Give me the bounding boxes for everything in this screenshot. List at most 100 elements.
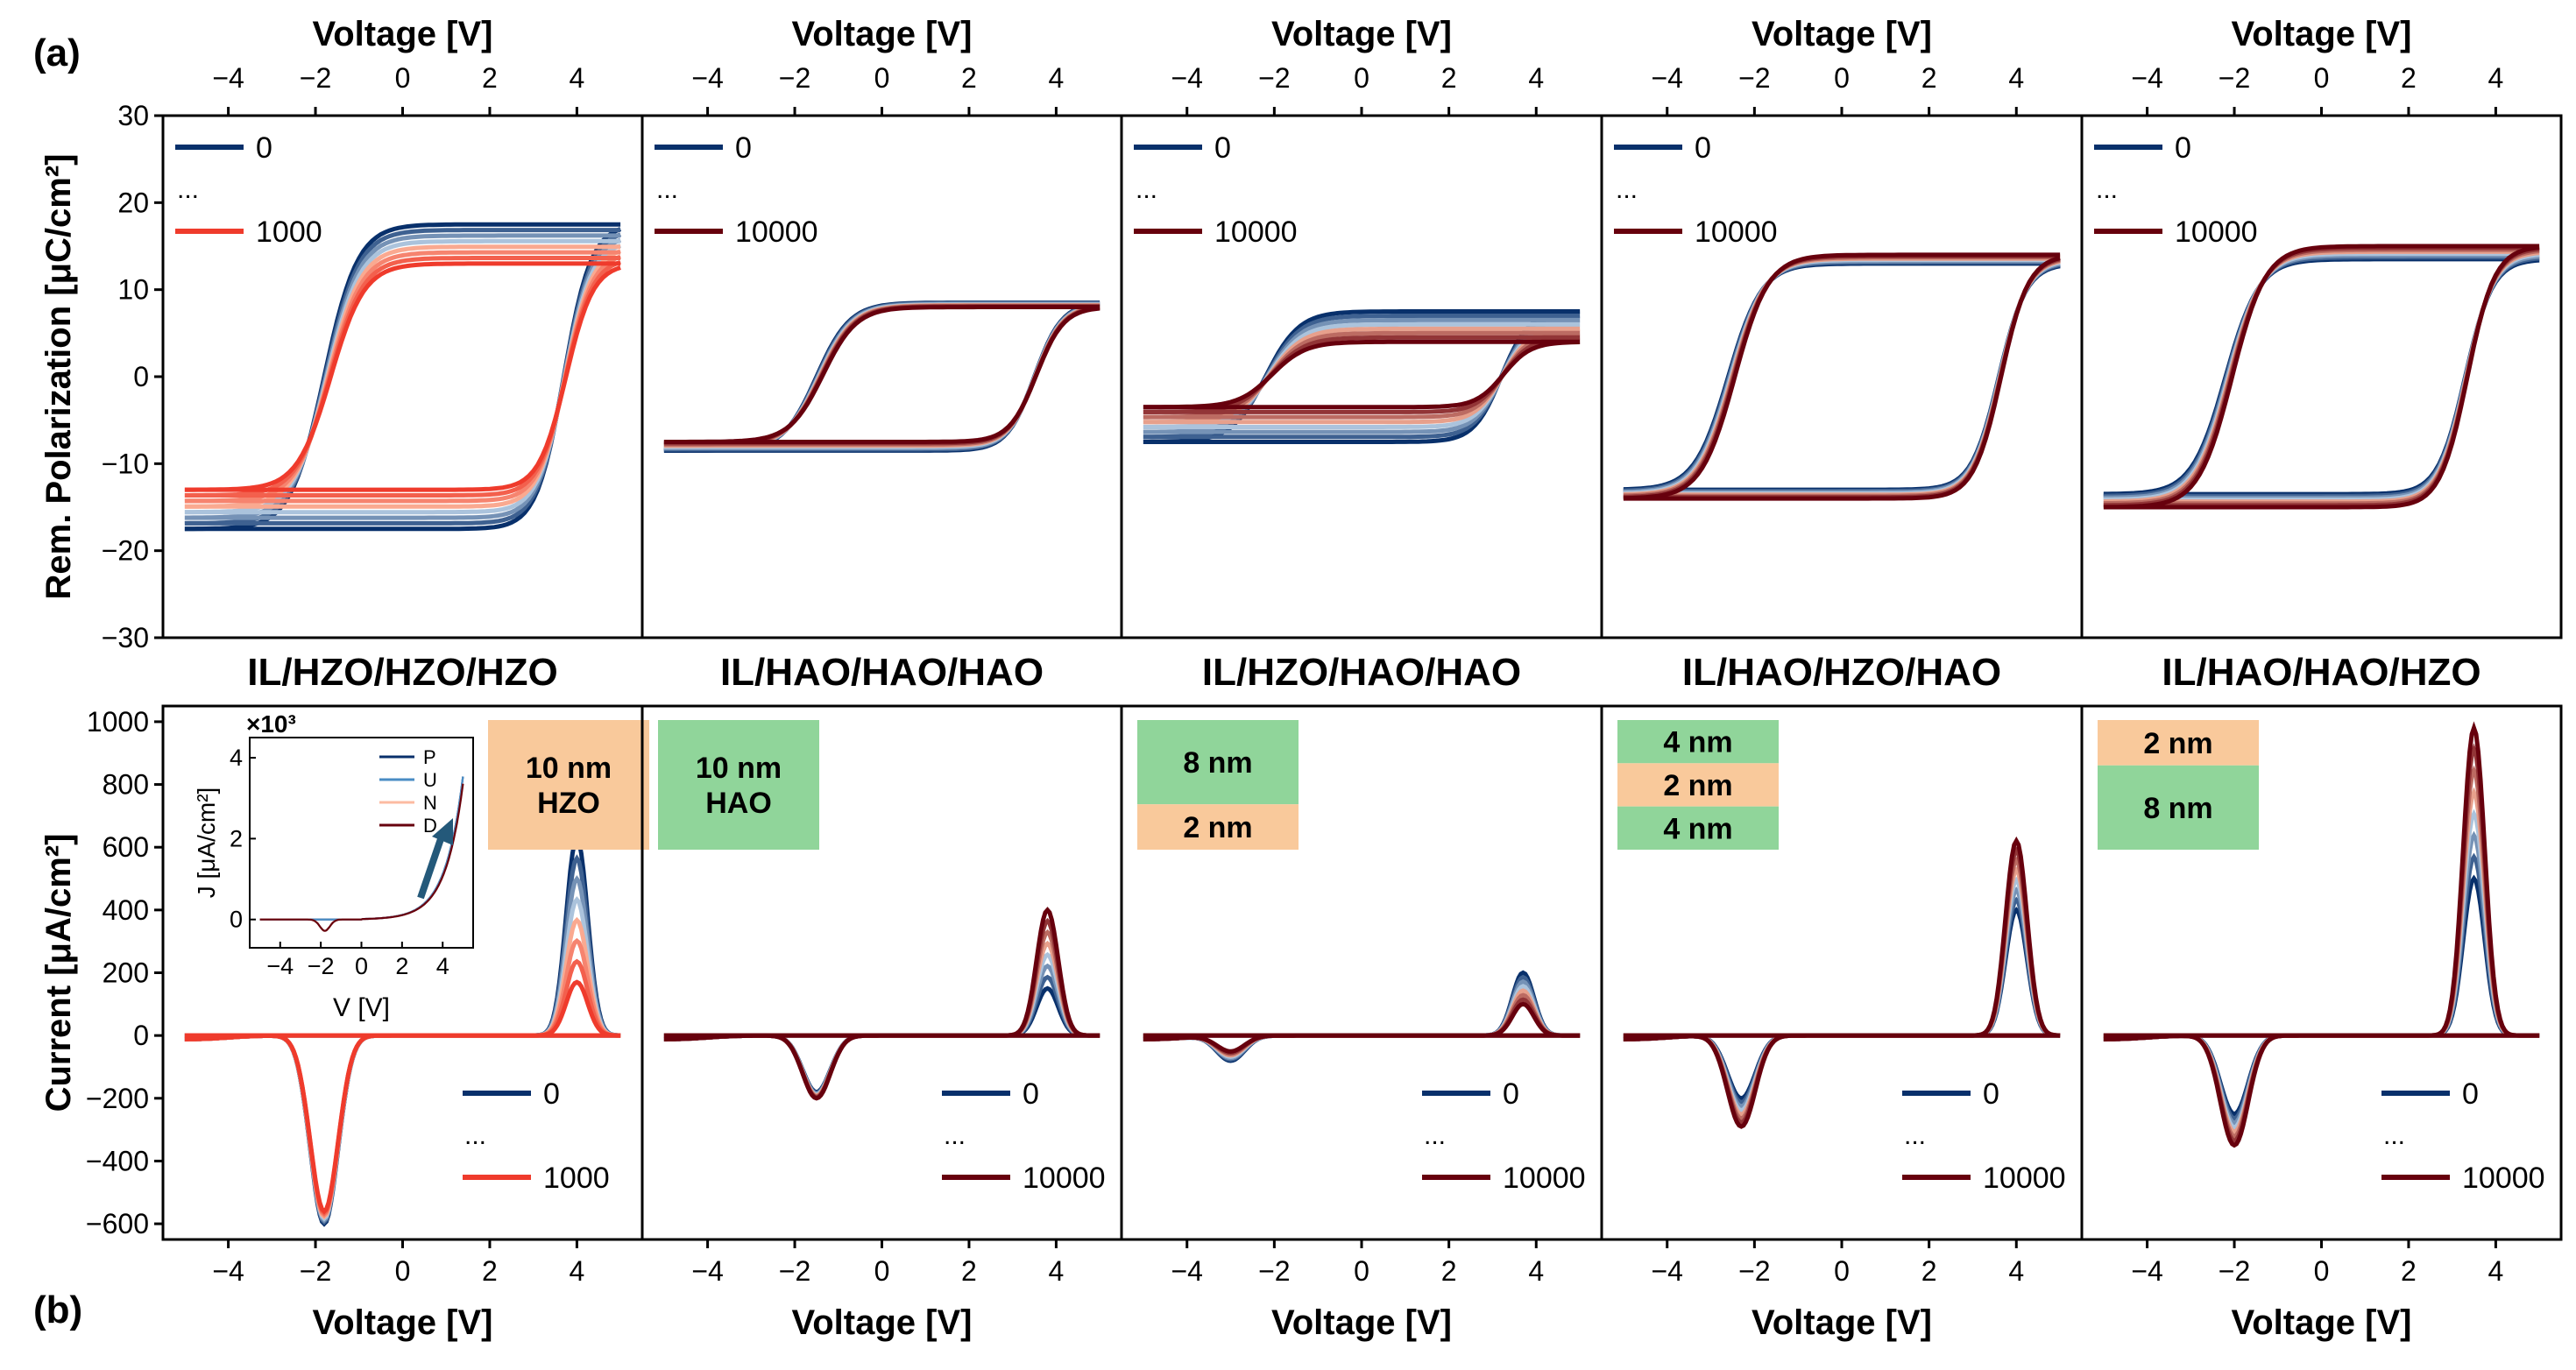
pv-curve <box>184 228 621 526</box>
top-x-tick-label: 4 <box>1049 62 1065 94</box>
legend-first: 0 <box>1023 1077 1039 1111</box>
panel-5: Voltage [V] Voltage [V] −4 −4 −2 −2 0 0 2 2 4 4 IL/H… <box>2080 15 2563 1342</box>
bottom-y-tick-label: 600 <box>103 831 149 863</box>
pv-curve <box>184 265 621 492</box>
layer-box-hzo <box>2098 720 2259 766</box>
legend-ellipsis: ... <box>1616 175 1638 204</box>
layer-label: 2 nm <box>1183 811 1252 844</box>
top-y-tick-label: 10 <box>117 274 149 306</box>
legend-ellipsis: ... <box>1904 1121 1926 1150</box>
top-x-tick-label: 4 <box>1528 62 1544 94</box>
layer-box-hao <box>1137 720 1299 805</box>
layer-label: 8 nm <box>1183 746 1252 780</box>
legend-first: 0 <box>1695 131 1711 165</box>
panel-2: Voltage [V] Voltage [V] −4 −4 −2 −2 0 0 2 2 4 4 IL/H… <box>640 15 1123 1342</box>
inset-x-tick-label: 4 <box>436 953 449 979</box>
top-x-tick-label: 2 <box>2401 62 2417 94</box>
pv-curve <box>1623 264 2061 492</box>
bottom-y-tick-label: 400 <box>103 894 149 926</box>
top-y-tick-label: −10 <box>102 448 149 479</box>
top-x-tick-label: −4 <box>691 62 723 94</box>
top-y-tick-label: −30 <box>102 622 149 653</box>
pv-curve <box>2103 249 2540 504</box>
iv-curve <box>2103 830 2540 1038</box>
inset-legend-label: N <box>423 792 437 814</box>
bottom-y-tick-label: 200 <box>103 957 149 989</box>
bottom-x-tick-label: −4 <box>1171 1255 1202 1287</box>
pv-curve <box>2103 251 2540 505</box>
top-x-tick-label: −2 <box>1738 62 1770 94</box>
bottom-x-tick-label: 0 <box>874 1255 890 1287</box>
top-x-tick-label: 2 <box>482 62 498 94</box>
layer-label: 2 nm <box>2143 727 2212 760</box>
pv-curve <box>1623 253 2061 499</box>
top-x-tick-label: 0 <box>1354 62 1369 94</box>
top-x-tick-label: 4 <box>2008 62 2024 94</box>
pv-curve <box>184 233 621 520</box>
bottom-x-tick-label: −4 <box>212 1255 244 1287</box>
bottom-x-tick-label: 0 <box>395 1255 411 1287</box>
top-x-axis-title: Voltage [V] <box>1271 15 1452 53</box>
layer-label: HZO <box>537 787 600 820</box>
pv-curve <box>1623 256 2061 501</box>
top-x-tick-label: −2 <box>300 62 331 94</box>
iv-curves <box>2103 721 2540 1148</box>
bottom-x-tick-label: 2 <box>2401 1255 2417 1287</box>
legend-ellipsis: ... <box>1136 175 1157 204</box>
inset-legend-label: D <box>423 815 437 837</box>
top-x-tick-label: −4 <box>1651 62 1682 94</box>
bottom-x-tick-label: 2 <box>1441 1255 1457 1287</box>
top-y-axis-title: Rem. Polarization [μC/cm²] <box>39 154 78 600</box>
bottom-y-tick-label: 0 <box>133 1020 149 1051</box>
legend-last: 1000 <box>256 215 322 249</box>
top-x-tick-label: −4 <box>1171 62 1202 94</box>
legend-first: 0 <box>256 131 272 165</box>
iv-curves <box>184 833 621 1227</box>
layer-label: HAO <box>705 787 772 820</box>
pv-curve <box>184 259 621 498</box>
pv-curves <box>184 222 622 532</box>
bottom-x-tick-label: 0 <box>2314 1255 2330 1287</box>
inset-legend-label: U <box>423 769 437 791</box>
pv-curve <box>1623 256 2061 497</box>
iv-curve <box>2103 874 2540 1038</box>
legend-last: 1000 <box>543 1162 610 1195</box>
bottom-x-tick-label: 2 <box>1921 1255 1937 1287</box>
figure-content: (a) (b) Rem. Polarization [μC/cm²] Current … <box>33 15 2563 1342</box>
legend-ellipsis: ... <box>2096 175 2118 204</box>
pv-curve <box>2103 244 2540 510</box>
pv-curve <box>2103 254 2540 500</box>
layer-box-hao <box>658 720 819 850</box>
pv-curve <box>184 249 621 509</box>
inset-multiplier: ×10³ <box>246 710 296 738</box>
pv-curve <box>663 306 1100 444</box>
iv-curve <box>184 1033 621 1227</box>
top-x-tick-label: −4 <box>212 62 244 94</box>
bottom-x-tick-label: −2 <box>2219 1255 2250 1287</box>
legend-ellipsis: ... <box>1424 1121 1446 1150</box>
pv-curve <box>184 244 622 515</box>
inset-x-tick-label: 2 <box>395 953 408 979</box>
bottom-x-tick-label: 2 <box>961 1255 977 1287</box>
iv-curves <box>1143 970 1581 1063</box>
legend-ellipsis: ... <box>656 175 678 204</box>
iv-curve <box>1143 1001 1581 1038</box>
top-x-tick-label: 2 <box>1441 62 1457 94</box>
pv-curve <box>184 237 622 520</box>
top-y-tick-label: 30 <box>117 100 149 131</box>
top-plot-frame <box>1600 114 2084 639</box>
bottom-x-tick-label: 4 <box>1049 1255 1065 1287</box>
inset-y-label: J [μA/cm²] <box>193 787 220 899</box>
bottom-x-tick-label: −4 <box>2131 1255 2162 1287</box>
stack-label: IL/HAO/HAO/HAO <box>720 651 1044 694</box>
pv-curve <box>2103 253 2540 500</box>
legend-first: 0 <box>735 131 752 165</box>
pv-curve <box>1623 258 2061 494</box>
top-x-tick-label: −2 <box>2219 62 2250 94</box>
iv-curve <box>1623 836 2061 1038</box>
inset-arrow-head <box>432 818 453 845</box>
pv-curve <box>184 227 622 532</box>
bottom-x-tick-label: −2 <box>1738 1255 1770 1287</box>
legend-first: 0 <box>543 1077 560 1111</box>
top-x-tick-label: −2 <box>1258 62 1290 94</box>
